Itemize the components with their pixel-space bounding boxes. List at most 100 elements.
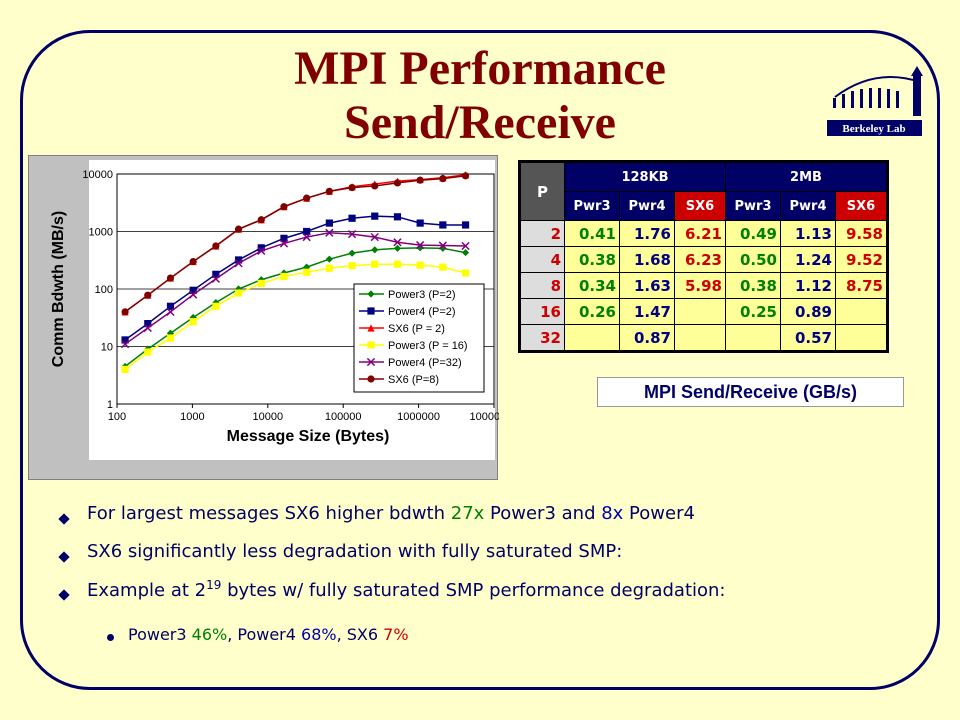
chart-panel: 1 10 100 1000 10000 100 1000 10000 100000 1000000…	[28, 155, 499, 480]
table-p-cell: 4	[519, 246, 565, 273]
table-cell: 0.87	[619, 324, 675, 352]
data-point	[234, 225, 243, 233]
data-point	[370, 232, 379, 242]
data-point	[347, 230, 357, 239]
page-title: MPI Performance Send/Receive	[120, 42, 840, 150]
col-pwr4: Pwr4	[780, 191, 836, 221]
data-point	[211, 274, 221, 284]
data-point	[393, 260, 402, 268]
data-point	[121, 336, 129, 344]
table-row: 32 0.87 0.57	[519, 324, 888, 352]
table-group-128kb: 128KB	[564, 161, 726, 192]
legend-marker	[367, 375, 375, 383]
data-point	[461, 221, 470, 229]
table-row: 2 0.41 1.76 6.21 0.49 1.13 9.58	[519, 220, 888, 247]
data-point	[280, 234, 288, 242]
data-point	[348, 262, 356, 270]
series-line-5	[124, 175, 466, 313]
x-tick-label: 10000	[253, 411, 284, 423]
bullet-1-text-mid: Power3 and	[484, 503, 602, 524]
col-pwr4: Pwr4	[619, 191, 675, 221]
berkeley-lab-logo: Berkeley Lab	[827, 66, 923, 136]
table-cell: 5.98	[674, 272, 726, 299]
data-point	[144, 320, 152, 328]
data-point	[143, 323, 152, 333]
table-cell: 0.38	[725, 272, 781, 299]
data-point	[257, 279, 265, 288]
table-cell: 9.52	[835, 246, 888, 273]
bullet-3-text: Example at 2	[87, 580, 207, 601]
table-cell: 0.41	[564, 220, 620, 247]
table-cell: 1.76	[619, 220, 675, 247]
table-p-cell: 2	[519, 220, 565, 247]
data-point	[439, 221, 447, 229]
data-point	[393, 238, 402, 247]
data-point	[121, 365, 129, 373]
data-point	[120, 339, 130, 349]
data-point	[302, 232, 311, 242]
data-point	[348, 184, 356, 192]
x-axis-label: Message Size (Bytes)	[227, 428, 390, 445]
title-line-1: MPI Performance	[294, 42, 666, 95]
data-point	[166, 307, 175, 317]
bullet-1-ratio-power4: 8x	[601, 503, 624, 524]
data-point	[416, 244, 424, 252]
data-point	[234, 259, 243, 268]
bullet-4-power3: Power3	[128, 625, 192, 644]
data-point	[325, 228, 334, 237]
table-cell: 0.26	[564, 298, 620, 325]
col-sx6: SX6	[674, 191, 726, 221]
table-row: 16 0.26 1.47 0.25 0.89	[519, 298, 888, 325]
bandwidth-chart: 1 10 100 1000 10000 100 1000 10000 100000 1000000…	[50, 160, 499, 460]
table-cell: 1.63	[619, 272, 675, 299]
data-point	[280, 272, 288, 281]
col-pwr3: Pwr3	[725, 191, 781, 221]
legend-label: Power4 (P=2)	[388, 306, 456, 318]
data-point	[166, 334, 175, 342]
table-cell: 1.68	[619, 246, 675, 273]
bullet-4-sx6: , SX6	[336, 625, 384, 644]
table-cell: 1.13	[780, 220, 836, 247]
bullet-1-ratio-power3: 27x	[450, 503, 485, 524]
table-row: 4 0.38 1.68 6.23 0.50 1.24 9.52	[519, 246, 888, 273]
table-cell: 0.49	[725, 220, 781, 247]
table-cell: 1.24	[780, 246, 836, 273]
data-point	[303, 194, 311, 202]
data-point	[371, 212, 379, 220]
bullet-3: Example at 219 bytes w/ fully saturated …	[87, 578, 726, 601]
data-point	[166, 302, 175, 310]
table-p-cell: 32	[519, 324, 565, 352]
bullet-3-exponent: 19	[206, 578, 222, 592]
table-p-cell: 16	[519, 298, 565, 325]
x-tick-label: 1000000	[397, 411, 440, 423]
legend-label: Power3 (P = 16)	[388, 340, 468, 352]
legend-label: SX6 (P=8)	[388, 374, 439, 386]
bullet-4-sx6-value: 7%	[383, 625, 409, 644]
data-point	[371, 246, 379, 254]
bullet-4-power4-value: 68%	[301, 625, 337, 644]
data-point	[303, 227, 311, 236]
x-tick-label: 100	[108, 411, 126, 423]
table-cell	[674, 298, 726, 325]
series-line-1	[124, 215, 466, 341]
sub-bullet-icon	[107, 634, 114, 641]
y-tick-label: 100	[95, 284, 113, 296]
y-tick-label: 10000	[82, 169, 113, 181]
data-point	[416, 261, 424, 269]
data-point	[212, 302, 220, 310]
data-point	[461, 172, 470, 180]
legend-label: Power4 (P=32)	[388, 357, 462, 369]
table-cell	[725, 324, 781, 352]
data-point	[416, 219, 424, 227]
y-tick-label: 1	[107, 399, 113, 411]
table-group-2mb: 2MB	[725, 161, 888, 192]
title-line-2: Send/Receive	[344, 96, 616, 149]
table-cell	[835, 298, 888, 325]
bullet-1-text: For largest messages SX6 higher bdwth	[87, 503, 451, 524]
table-cell: 0.57	[780, 324, 836, 352]
table-cell	[835, 324, 888, 352]
logo-text: Berkeley Lab	[842, 123, 905, 135]
col-pwr3: Pwr3	[564, 191, 620, 221]
bullet-1-text-end: Power4	[623, 503, 695, 524]
data-point	[303, 268, 311, 276]
